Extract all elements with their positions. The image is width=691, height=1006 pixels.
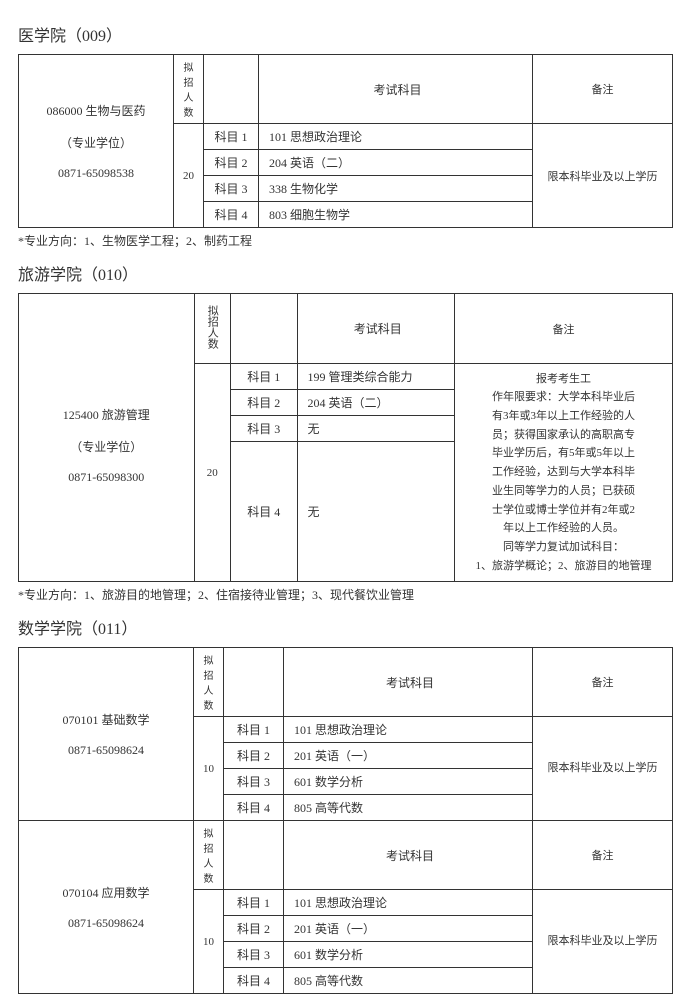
major-cell: 070101 基础数学 0871-65098624 — [19, 648, 194, 821]
quota-value: 20 — [194, 364, 230, 582]
subject-name: 601 数学分析 — [284, 769, 533, 795]
subject-name: 199 管理类综合能力 — [297, 364, 454, 390]
subject-label: 科目 1 — [224, 890, 284, 916]
quota-header: 拟招人数 — [194, 821, 224, 890]
major-cell: 086000 生物与医药 （专业学位） 0871-65098538 — [19, 55, 174, 228]
subject-name: 无 — [297, 416, 454, 442]
subject-name: 338 生物化学 — [259, 176, 533, 202]
subject-label: 科目 1 — [224, 717, 284, 743]
remark-header: 备注 — [533, 55, 673, 124]
major-cell: 070104 应用数学 0871-65098624 — [19, 821, 194, 994]
quota-header: 拟招人数 — [174, 55, 204, 124]
blank-cell — [224, 821, 284, 890]
subject-label: 科目 4 — [204, 202, 259, 228]
subject-label: 科目 2 — [230, 390, 297, 416]
remark-header: 备注 — [454, 294, 672, 364]
subject-label: 科目 3 — [204, 176, 259, 202]
quota-header: 拟招人数 — [194, 294, 230, 364]
blank-cell — [230, 294, 297, 364]
subject-name: 805 高等代数 — [284, 968, 533, 994]
admission-table: 125400 旅游管理 （专业学位） 0871-65098300 拟招人数 考试… — [18, 293, 673, 582]
quota-value: 10 — [194, 717, 224, 821]
footnote: *专业方向：1、生物医学工程；2、制药工程 — [18, 232, 673, 249]
subject-label: 科目 4 — [224, 968, 284, 994]
subject-label: 科目 1 — [230, 364, 297, 390]
section-title: 医学院（009） — [18, 22, 673, 46]
exam-header: 考试科目 — [259, 55, 533, 124]
subject-label: 科目 3 — [224, 942, 284, 968]
section-title: 数学学院（011） — [18, 615, 673, 639]
major-cell: 125400 旅游管理 （专业学位） 0871-65098300 — [19, 294, 195, 582]
section-math: 数学学院（011） 070101 基础数学 0871-65098624 拟招人数… — [18, 615, 673, 994]
subject-label: 科目 1 — [204, 124, 259, 150]
subject-label: 科目 2 — [224, 743, 284, 769]
footnote: *专业方向：1、旅游目的地管理；2、住宿接待业管理；3、现代餐饮业管理 — [18, 586, 673, 603]
subject-label: 科目 3 — [230, 416, 297, 442]
subject-label: 科目 4 — [230, 442, 297, 582]
exam-header: 考试科目 — [284, 648, 533, 717]
subject-name: 601 数学分析 — [284, 942, 533, 968]
blank-cell — [204, 55, 259, 124]
subject-name: 101 思想政治理论 — [259, 124, 533, 150]
remark-cell: 限本科毕业及以上学历 — [533, 717, 673, 821]
blank-cell — [224, 648, 284, 717]
subject-name: 204 英语（二） — [297, 390, 454, 416]
subject-name: 101 思想政治理论 — [284, 717, 533, 743]
admission-table: 070101 基础数学 0871-65098624 拟招人数 考试科目 备注 1… — [18, 647, 673, 994]
subject-label: 科目 2 — [224, 916, 284, 942]
remark-header: 备注 — [533, 821, 673, 890]
remark-cell: 限本科毕业及以上学历 — [533, 124, 673, 228]
remark-cell: 报考考生工作年限要求：大学本科毕业后有3年或3年以上工作经验的人员；获得国家承认… — [454, 364, 672, 582]
subject-label: 科目 2 — [204, 150, 259, 176]
remark-header: 备注 — [533, 648, 673, 717]
quota-value: 20 — [174, 124, 204, 228]
section-medical: 医学院（009） 086000 生物与医药 （专业学位） 0871-650985… — [18, 22, 673, 249]
subject-name: 805 高等代数 — [284, 795, 533, 821]
remark-cell: 限本科毕业及以上学历 — [533, 890, 673, 994]
section-tourism: 旅游学院（010） 125400 旅游管理 （专业学位） 0871-650983… — [18, 261, 673, 603]
quota-header: 拟招人数 — [194, 648, 224, 717]
admission-table: 086000 生物与医药 （专业学位） 0871-65098538 拟招人数 考… — [18, 54, 673, 228]
subject-name: 803 细胞生物学 — [259, 202, 533, 228]
subject-label: 科目 3 — [224, 769, 284, 795]
quota-value: 10 — [194, 890, 224, 994]
exam-header: 考试科目 — [284, 821, 533, 890]
section-title: 旅游学院（010） — [18, 261, 673, 285]
subject-name: 201 英语（一） — [284, 743, 533, 769]
subject-label: 科目 4 — [224, 795, 284, 821]
subject-name: 无 — [297, 442, 454, 582]
subject-name: 101 思想政治理论 — [284, 890, 533, 916]
subject-name: 201 英语（一） — [284, 916, 533, 942]
subject-name: 204 英语（二） — [259, 150, 533, 176]
exam-header: 考试科目 — [297, 294, 454, 364]
